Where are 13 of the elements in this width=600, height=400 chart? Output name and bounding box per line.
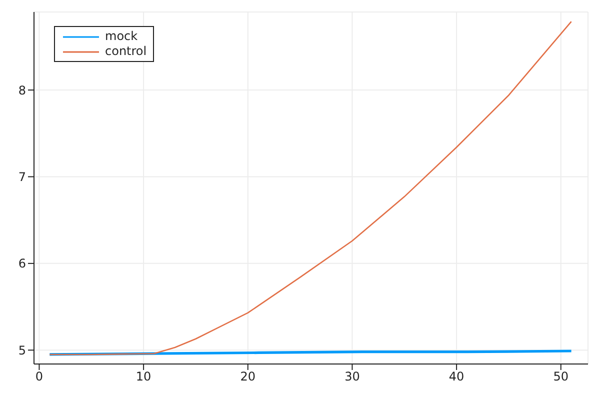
x-tick-label: 20 bbox=[240, 370, 256, 384]
y-tick-label: 8 bbox=[18, 83, 26, 98]
line-series bbox=[49, 20, 572, 356]
x-tick-label: 10 bbox=[136, 370, 152, 384]
legend-label: mock bbox=[105, 29, 138, 44]
y-tick-label: 6 bbox=[18, 256, 26, 271]
y-tick-label: 5 bbox=[18, 343, 26, 358]
x-tick-label: 30 bbox=[344, 370, 360, 384]
x-tick-label: 50 bbox=[553, 370, 569, 384]
x-tick-label: 0 bbox=[35, 370, 44, 384]
legend-label: control bbox=[105, 44, 147, 59]
x-tick-label: 40 bbox=[448, 370, 464, 384]
y-tick-label: 7 bbox=[18, 170, 26, 184]
